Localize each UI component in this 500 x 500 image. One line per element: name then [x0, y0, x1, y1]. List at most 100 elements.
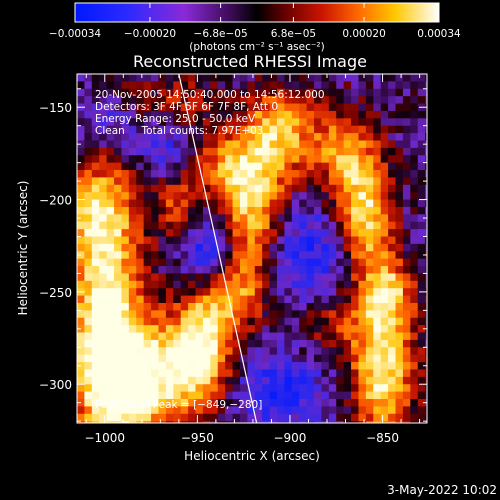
- heatmap-cell: [395, 302, 404, 311]
- heatmap-cell: [321, 310, 330, 319]
- heatmap-cell: [314, 362, 323, 371]
- heatmap-cell: [114, 125, 123, 134]
- heatmap-cell: [136, 310, 145, 319]
- heatmap-cell: [351, 199, 360, 208]
- heatmap-cell: [210, 266, 219, 275]
- heatmap-cell: [277, 317, 286, 326]
- heatmap-cell: [365, 110, 374, 119]
- heatmap-cell: [269, 155, 278, 164]
- heatmap-cell: [217, 170, 226, 179]
- heatmap-cell: [165, 413, 174, 422]
- heatmap-cell: [239, 251, 248, 260]
- heatmap-cell: [380, 413, 389, 422]
- heatmap-cell: [284, 251, 293, 260]
- heatmap-cell: [151, 147, 160, 156]
- heatmap-cell: [210, 332, 219, 341]
- heatmap-cell: [210, 339, 219, 348]
- heatmap-cell: [269, 376, 278, 385]
- heatmap-cell: [136, 317, 145, 326]
- heatmap-cell: [180, 177, 189, 186]
- heatmap-cell: [417, 332, 426, 341]
- heatmap-cell: [328, 243, 337, 252]
- heatmap-cell: [225, 317, 234, 326]
- heatmap-cell: [351, 413, 360, 422]
- heatmap-cell: [195, 221, 204, 230]
- heatmap-cell: [158, 273, 167, 282]
- heatmap-cell: [410, 133, 419, 142]
- heatmap-cell: [151, 280, 160, 289]
- heatmap-cell: [425, 295, 427, 304]
- heatmap-cell: [188, 391, 197, 400]
- heatmap-cell: [425, 243, 427, 252]
- heatmap-cell: [210, 310, 219, 319]
- heatmap-cell: [91, 162, 100, 171]
- heatmap-cell: [417, 384, 426, 393]
- heatmap-cell: [365, 391, 374, 400]
- heatmap-cell: [358, 229, 367, 238]
- heatmap-cell: [202, 118, 211, 127]
- heatmap-cell: [217, 184, 226, 193]
- heatmap-cell: [180, 206, 189, 215]
- heatmap-cell: [165, 310, 174, 319]
- heatmap-cell: [299, 332, 308, 341]
- heatmap-cell: [410, 170, 419, 179]
- heatmap-cell: [299, 354, 308, 363]
- heatmap-cell: [306, 162, 315, 171]
- heatmap-cell: [91, 302, 100, 311]
- heatmap-cell: [254, 206, 263, 215]
- heatmap-cell: [321, 184, 330, 193]
- heatmap-cell: [114, 118, 123, 127]
- heatmap-cell: [143, 266, 152, 275]
- heatmap-cell: [336, 125, 345, 134]
- heatmap-cell: [402, 184, 411, 193]
- heatmap-cell: [336, 310, 345, 319]
- heatmap-cell: [114, 214, 123, 223]
- heatmap-cell: [284, 384, 293, 393]
- heatmap-cell: [336, 384, 345, 393]
- heatmap-cell: [291, 229, 300, 238]
- heatmap-cell: [388, 413, 397, 422]
- heatmap-cell: [314, 221, 323, 230]
- heatmap-cell: [306, 325, 315, 334]
- heatmap-cell: [291, 332, 300, 341]
- heatmap-cell: [417, 317, 426, 326]
- heatmap-cell: [328, 391, 337, 400]
- heatmap-cell: [106, 206, 115, 215]
- heatmap-cell: [343, 140, 352, 149]
- heatmap-cell: [91, 236, 100, 245]
- heatmap-cell: [373, 206, 382, 215]
- heatmap-cell: [84, 421, 93, 423]
- heatmap-cell: [165, 221, 174, 230]
- heatmap-cell: [217, 302, 226, 311]
- heatmap-cell: [373, 140, 382, 149]
- heatmap-cell: [402, 214, 411, 223]
- heatmap-cell: [247, 133, 256, 142]
- heatmap-cell: [373, 74, 382, 82]
- heatmap-cell: [284, 376, 293, 385]
- heatmap-cell: [217, 347, 226, 356]
- heatmap-cell: [84, 74, 93, 82]
- heatmap-cell: [306, 133, 315, 142]
- heatmap-cell: [91, 147, 100, 156]
- heatmap-cell: [121, 310, 130, 319]
- heatmap-cell: [195, 155, 204, 164]
- heatmap-cell: [106, 236, 115, 245]
- heatmap-cell: [417, 266, 426, 275]
- heatmap-cell: [195, 310, 204, 319]
- heatmap-cell: [425, 258, 427, 267]
- heatmap-cell: [425, 339, 427, 348]
- heatmap-cell: [402, 118, 411, 127]
- heatmap-cell: [291, 192, 300, 201]
- heatmap-cell: [84, 310, 93, 319]
- heatmap-cell: [351, 81, 360, 90]
- heatmap-cell: [128, 192, 137, 201]
- heatmap-cell: [321, 177, 330, 186]
- heatmap-cell: [106, 266, 115, 275]
- heatmap-cell: [343, 302, 352, 311]
- heatmap-cell: [410, 155, 419, 164]
- heatmap-cell: [380, 288, 389, 297]
- heatmap-cell: [277, 302, 286, 311]
- heatmap-cell: [114, 354, 123, 363]
- heatmap-cell: [358, 147, 367, 156]
- heatmap-cell: [114, 251, 123, 260]
